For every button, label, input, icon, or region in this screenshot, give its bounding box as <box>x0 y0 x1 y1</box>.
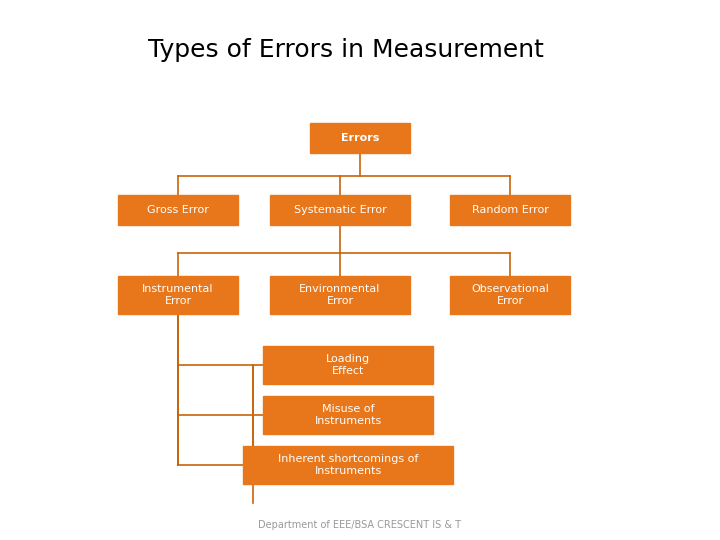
FancyBboxPatch shape <box>263 396 433 434</box>
Text: Loading
Effect: Loading Effect <box>326 354 370 376</box>
FancyBboxPatch shape <box>450 195 570 225</box>
FancyBboxPatch shape <box>118 276 238 314</box>
Text: Gross Error: Gross Error <box>147 205 209 215</box>
FancyBboxPatch shape <box>270 195 410 225</box>
Text: Misuse of
Instruments: Misuse of Instruments <box>315 404 382 426</box>
FancyBboxPatch shape <box>243 446 453 484</box>
FancyBboxPatch shape <box>450 276 570 314</box>
Text: Random Error: Random Error <box>472 205 549 215</box>
FancyBboxPatch shape <box>118 195 238 225</box>
FancyBboxPatch shape <box>263 346 433 384</box>
FancyBboxPatch shape <box>310 123 410 153</box>
Text: Types of Errors in Measurement: Types of Errors in Measurement <box>148 38 544 62</box>
Text: Department of EEE/BSA CRESCENT IS & T: Department of EEE/BSA CRESCENT IS & T <box>258 520 462 530</box>
Text: Environmental
Error: Environmental Error <box>300 284 381 306</box>
Text: Observational
Error: Observational Error <box>471 284 549 306</box>
Text: Errors: Errors <box>341 133 379 143</box>
Text: Instrumental
Error: Instrumental Error <box>143 284 214 306</box>
FancyBboxPatch shape <box>270 276 410 314</box>
Text: Inherent shortcomings of
Instruments: Inherent shortcomings of Instruments <box>278 454 418 476</box>
Text: Systematic Error: Systematic Error <box>294 205 387 215</box>
